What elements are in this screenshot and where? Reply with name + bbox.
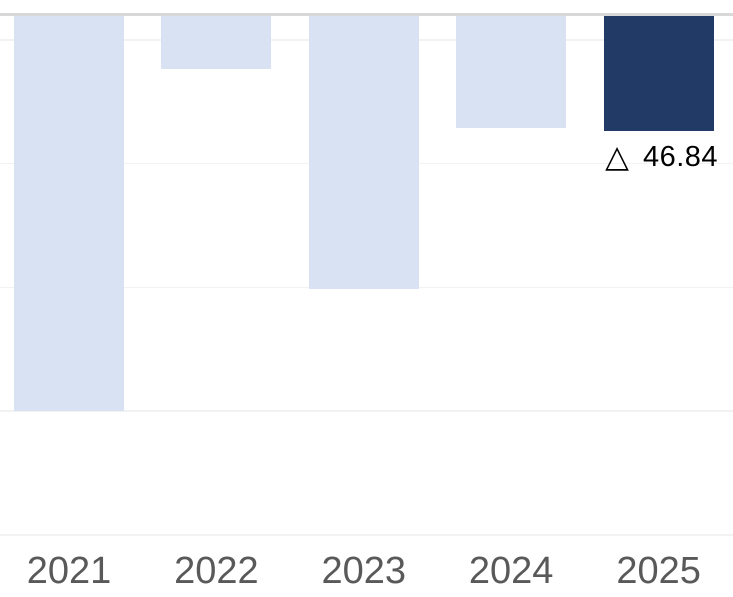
x-axis-label-2022: 2022 (174, 550, 259, 592)
bar-2025 (603, 15, 714, 131)
x-axis-label-2021: 2021 (26, 550, 112, 592)
delta-annotation: △ 46.84 (605, 138, 719, 174)
bar-2023 (308, 15, 419, 290)
bar-2024 (456, 15, 567, 128)
x-axis-label-2024: 2024 (468, 550, 554, 592)
plot-area: △ 46.84 (0, 13, 733, 536)
gridline (0, 534, 733, 536)
bar-2021 (14, 15, 124, 412)
zero-axis-line (0, 13, 733, 16)
delta-triangle-icon: △ (605, 138, 629, 174)
x-axis-label-2025: 2025 (616, 550, 701, 592)
delta-value-label: 46.84 (642, 140, 719, 173)
gridline (0, 410, 733, 412)
bar-2022 (161, 15, 272, 70)
x-axis-label-2023: 2023 (321, 550, 407, 592)
